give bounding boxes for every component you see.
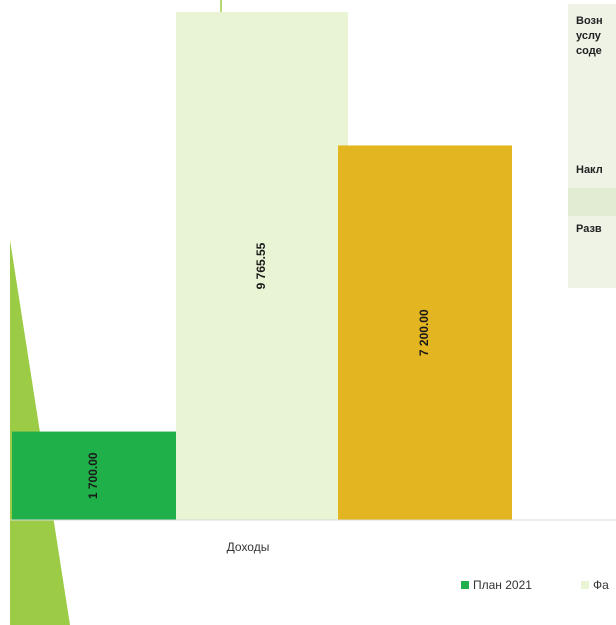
bar-value-label: 7 200.00	[417, 309, 431, 356]
side-panel-line: Разв	[576, 223, 602, 235]
legend-swatch	[581, 581, 589, 589]
side-panel-line: Возн	[576, 15, 603, 27]
legend-label: План 2021	[473, 578, 532, 592]
bar-1	[12, 431, 176, 520]
side-panel-line: Накл	[576, 164, 603, 176]
legend-swatch	[461, 581, 469, 589]
bar-value-label: 9 765.55	[254, 242, 268, 289]
side-panel-band	[568, 188, 616, 216]
bars: 1 700.00 9 765.55 7 200.00	[12, 12, 512, 521]
legend: План 2021 Фа	[461, 578, 609, 592]
side-panel-line: услу	[576, 30, 602, 42]
bar-value-label: 1 700.00	[86, 452, 100, 499]
bar-3	[338, 145, 512, 521]
legend-label: Фа	[593, 578, 609, 592]
side-panel-line: соде	[576, 45, 602, 57]
bar-2	[176, 12, 348, 520]
side-panel	[568, 4, 616, 288]
category-label: Доходы	[227, 540, 270, 554]
